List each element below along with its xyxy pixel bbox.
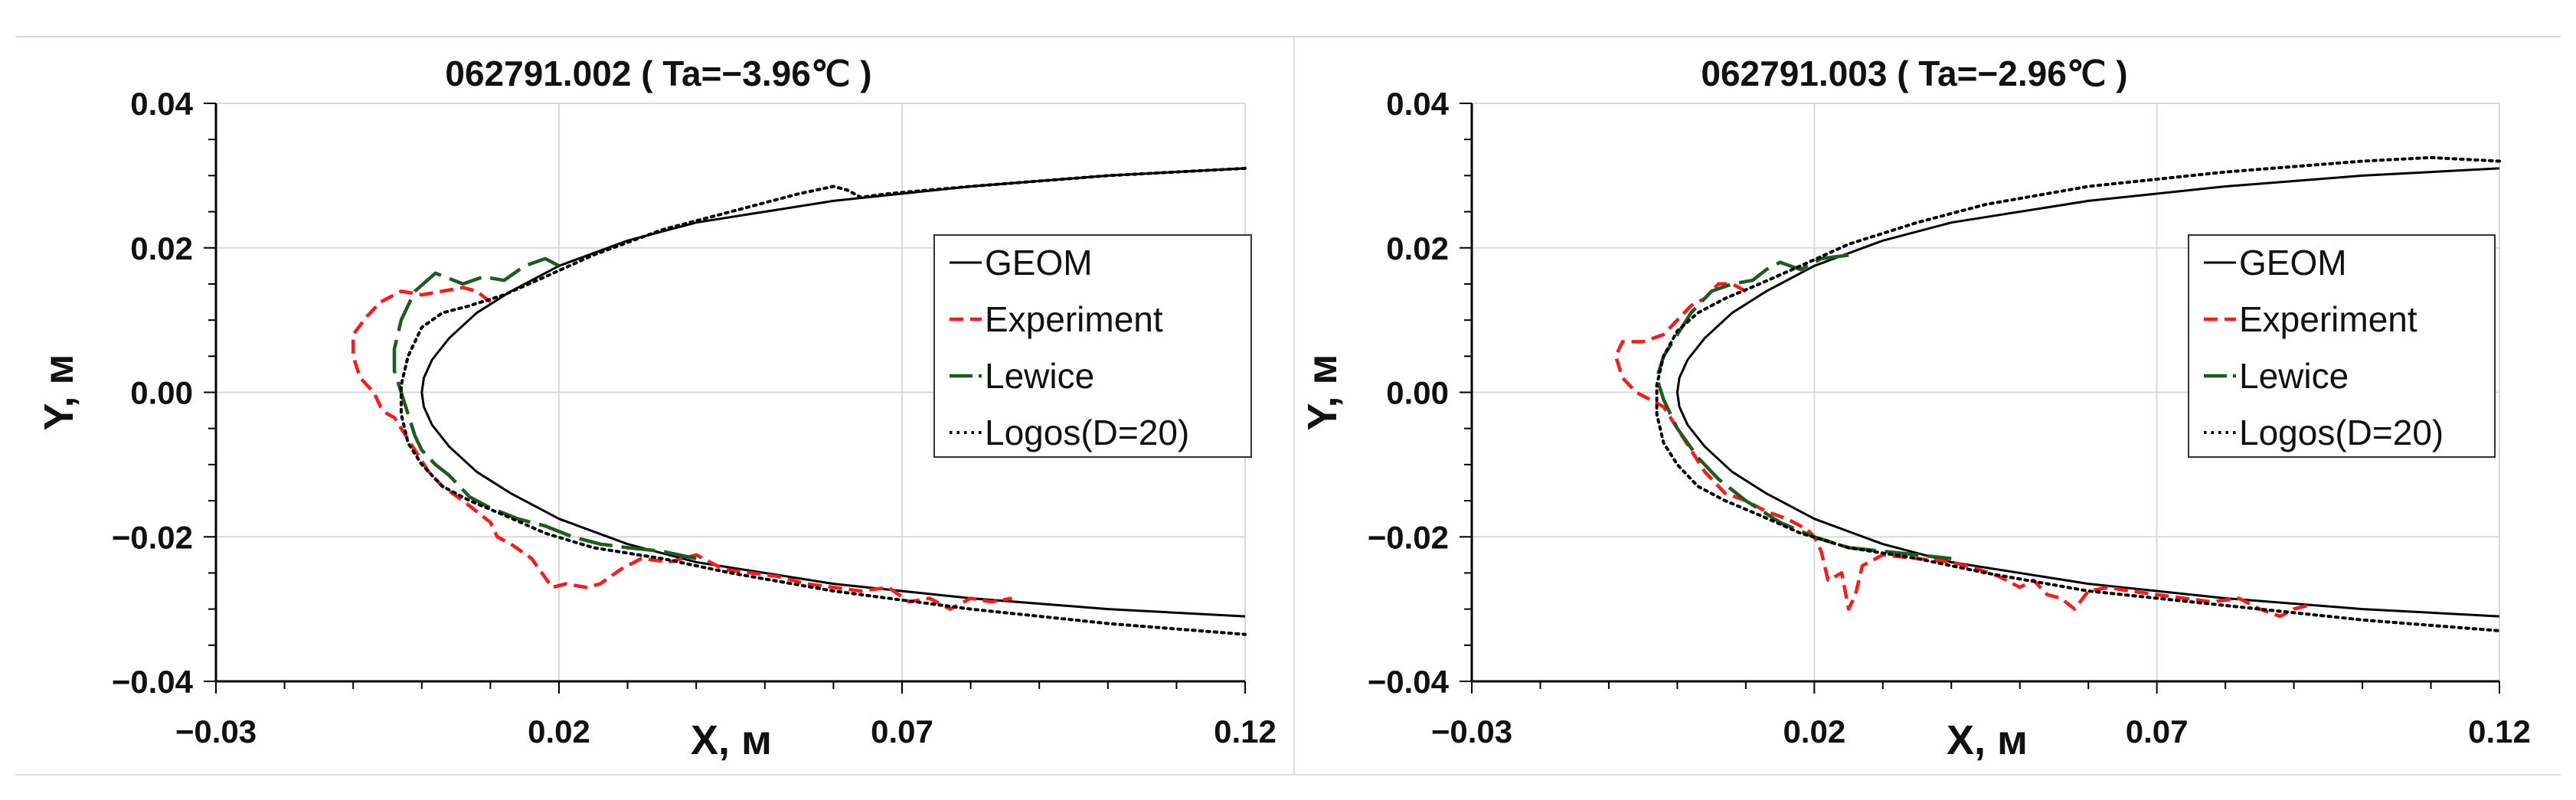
y-tick-label: 0.04 bbox=[130, 86, 193, 122]
series-line-logos-d-20 bbox=[1655, 155, 2501, 632]
y-tick-label: 0.04 bbox=[1386, 86, 1449, 122]
legend: GEOM Experiment Lewice Logos(D=20) bbox=[2188, 234, 2496, 458]
x-tick-label: 0.12 bbox=[1214, 713, 1277, 749]
legend: GEOM Experiment Lewice Logos(D=20) bbox=[933, 234, 1252, 458]
legend-label: GEOM bbox=[985, 243, 1093, 282]
x-tick-label: −0.03 bbox=[1431, 713, 1512, 749]
x-axis-label: X, м bbox=[1947, 717, 2028, 763]
series-line-logos-d-20 bbox=[399, 166, 1247, 636]
chart-panel-left: −0.03 0.02 0.07 0.12 0.04 0.02 0.00 −0.02 −0.04 0… bbox=[36, 54, 1277, 763]
y-tick-label: −0.04 bbox=[112, 664, 194, 700]
chart-title: 062791.003 ( Ta=−2.96℃ ) bbox=[1701, 54, 2127, 93]
series-line-lewice bbox=[392, 256, 697, 560]
legend-label: Experiment bbox=[985, 299, 1163, 339]
legend-label: Logos(D=20) bbox=[985, 413, 1189, 452]
x-tick-label: 0.07 bbox=[2126, 713, 2189, 749]
series-line-experiment bbox=[351, 286, 1012, 611]
x-tick-label: 0.07 bbox=[871, 713, 933, 749]
y-axis-label: Y, м bbox=[1299, 354, 1345, 431]
x-tick-label: 0.12 bbox=[2468, 713, 2531, 749]
legend-label: Lewice bbox=[985, 356, 1094, 396]
y-tick-label: 0.00 bbox=[130, 375, 193, 411]
chart-panel-right: −0.03 0.02 0.07 0.12 0.04 0.02 0.00 −0.02 −0.04 0… bbox=[1299, 54, 2531, 763]
legend-label: Logos(D=20) bbox=[2239, 413, 2444, 452]
series-line-experiment bbox=[1613, 282, 2309, 619]
x-tick-label: −0.03 bbox=[175, 713, 257, 749]
y-tick-label: −0.04 bbox=[1368, 664, 1450, 700]
y-tick-label: 0.00 bbox=[1386, 375, 1449, 411]
legend-label: GEOM bbox=[2239, 243, 2347, 282]
legend-box bbox=[933, 234, 1252, 458]
y-tick-label: 0.02 bbox=[130, 230, 193, 266]
legend-label: Experiment bbox=[2239, 299, 2417, 339]
series-line-geom bbox=[1675, 167, 2500, 618]
chart-title: 062791.002 ( Ta=−3.96℃ ) bbox=[445, 54, 871, 93]
x-tick-label: 0.02 bbox=[528, 713, 590, 749]
series-line-geom bbox=[420, 167, 1246, 618]
y-axis-label: Y, м bbox=[36, 354, 82, 431]
x-axis-label: X, м bbox=[691, 717, 772, 763]
y-tick-label: −0.02 bbox=[112, 519, 193, 555]
y-tick-label: 0.02 bbox=[1386, 230, 1449, 266]
legend-box bbox=[2188, 234, 2496, 458]
x-tick-label: 0.02 bbox=[1783, 713, 1845, 749]
y-tick-label: −0.02 bbox=[1368, 519, 1449, 555]
legend-label: Lewice bbox=[2239, 356, 2349, 396]
